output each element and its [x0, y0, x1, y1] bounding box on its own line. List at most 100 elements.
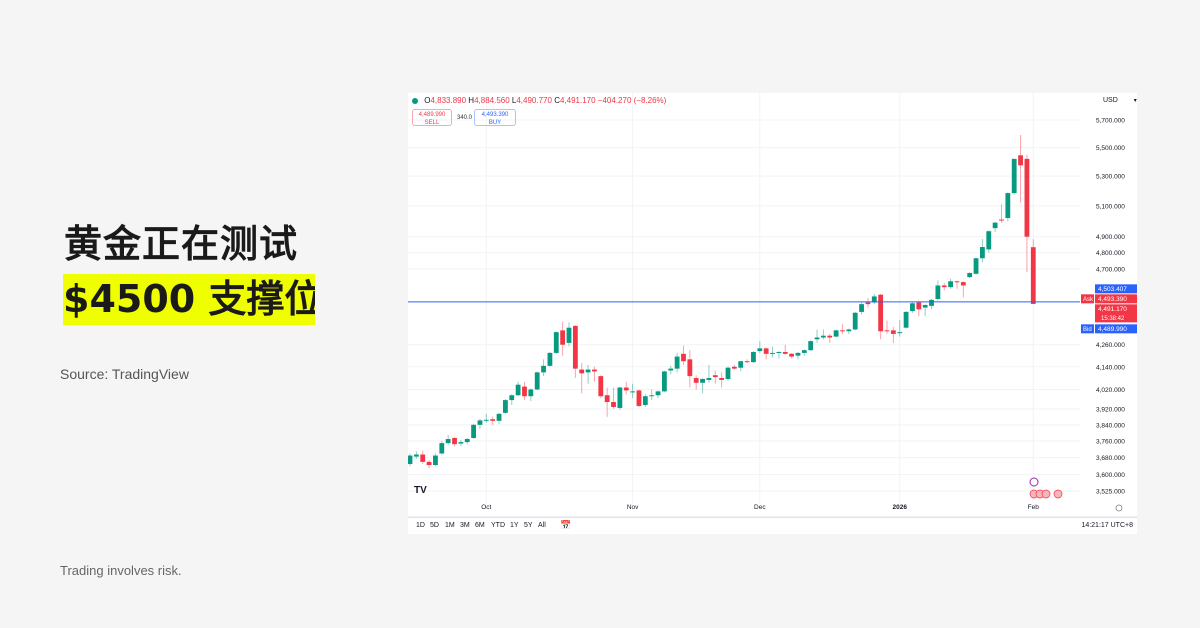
candle-2026-01-02	[897, 319, 903, 337]
candle-body	[808, 341, 814, 351]
currency-label: USD	[1103, 97, 1118, 104]
candle-2026-01-06	[910, 302, 915, 313]
open-label: O	[424, 96, 431, 105]
candle-body	[751, 351, 756, 363]
candle-body	[865, 302, 871, 305]
candle-2025-10-16	[553, 331, 559, 354]
candle-2025-10-20	[566, 322, 572, 347]
candle-2025-11-18	[700, 378, 705, 394]
currency-selector[interactable]: USD ▾	[1103, 97, 1137, 104]
candle-body	[884, 330, 890, 332]
candle-2025-09-23	[445, 434, 451, 446]
candle-body	[903, 311, 909, 328]
candle-body	[1011, 158, 1017, 194]
candle-body	[814, 337, 820, 340]
candle-2026-01-22	[986, 230, 992, 253]
candle-body	[827, 335, 833, 338]
candle-body	[477, 420, 483, 425]
candle-2026-01-12	[935, 280, 941, 301]
candle-2025-10-27	[598, 375, 604, 399]
candle-body	[846, 329, 852, 332]
timeframe-ytd[interactable]: YTD	[491, 522, 505, 529]
timeframe-1y[interactable]: 1Y	[510, 522, 519, 529]
candle-2025-10-02	[490, 416, 496, 425]
candle-2025-09-15	[408, 453, 413, 467]
y-tick-label: 5,500.000	[1096, 145, 1125, 152]
candle-2025-12-16	[827, 333, 833, 343]
y-tick-label: 5,700.000	[1096, 118, 1125, 125]
candle-2025-12-19	[846, 328, 852, 334]
timeframe-3m[interactable]: 3M	[460, 522, 470, 529]
candle-2025-11-04	[636, 389, 642, 407]
candle-2025-10-29	[611, 387, 616, 409]
candle-body	[878, 294, 884, 332]
candle-body	[433, 455, 438, 466]
bid-tag-bg	[1081, 324, 1094, 334]
candle-body	[935, 285, 941, 299]
candle-2026-01-21	[980, 239, 985, 263]
candle-body	[408, 455, 413, 464]
candle-body	[420, 454, 426, 462]
x-tick-label: Nov	[627, 504, 639, 511]
candle-body	[801, 350, 807, 353]
timeframe-1m[interactable]: 1M	[445, 522, 455, 529]
x-tick-label: 2026	[892, 504, 907, 511]
candle-body	[483, 419, 489, 421]
candle-body	[668, 368, 674, 371]
candle-body	[617, 387, 623, 408]
candle-body	[566, 327, 572, 343]
candle-2025-11-19	[706, 364, 712, 383]
y-tick-label: 3,760.000	[1096, 439, 1125, 446]
candle-body	[948, 281, 953, 288]
y-tick-label: 3,840.000	[1096, 422, 1125, 429]
candle-body	[687, 359, 693, 377]
timeframe-5y[interactable]: 5Y	[524, 522, 533, 529]
timeframe-all[interactable]: All	[538, 522, 546, 529]
candle-2025-11-20	[712, 370, 718, 384]
timeframe-6m[interactable]: 6M	[475, 522, 485, 529]
candle-2025-10-06	[503, 399, 508, 414]
candle-body	[630, 391, 635, 393]
candle-2025-10-21	[572, 325, 578, 379]
candle-2025-09-17	[420, 450, 426, 464]
candle-body	[547, 352, 553, 366]
candle-body	[719, 378, 725, 380]
candle-2025-11-13	[681, 345, 686, 365]
candle-body	[604, 395, 610, 403]
candle-2025-10-28	[604, 387, 610, 417]
candle-body	[763, 348, 769, 354]
bid-price-tag: 4,489.990	[1098, 326, 1127, 333]
candle-body	[642, 396, 648, 405]
candle-body	[941, 285, 947, 288]
candle-2025-09-24	[452, 436, 457, 447]
bid-tag: Bid	[1083, 327, 1092, 333]
candle-body	[922, 304, 928, 308]
candlestick-chart[interactable]: 5,700.000 5,500.000 5,300.000 5,100.000 4,90…	[408, 93, 1137, 517]
candle-2026-01-08	[922, 304, 928, 317]
calendar-range-icon[interactable]: 📅	[560, 520, 572, 530]
timeframe-1d[interactable]: 1D	[416, 522, 425, 529]
candle-2025-12-09	[795, 351, 801, 360]
candle-body	[776, 351, 782, 353]
sell-button[interactable]: 4,489.990 SELL	[412, 109, 452, 126]
candle-body	[833, 330, 839, 337]
candle-2025-11-03	[630, 383, 635, 399]
candle-body	[458, 442, 464, 444]
candle-body	[560, 330, 566, 345]
candle-body	[693, 378, 699, 383]
candle-2025-11-17	[693, 375, 699, 390]
candle-2025-12-26	[871, 293, 877, 305]
candle-2025-11-12	[674, 352, 680, 373]
candle-body	[999, 219, 1004, 221]
candle-2025-09-30	[477, 418, 483, 429]
tradingview-chart-widget[interactable]: 5,700.000 5,500.000 5,300.000 5,100.000 4,90…	[408, 93, 1137, 534]
candle-body	[731, 366, 737, 369]
y-tick-label: 3,920.000	[1096, 406, 1125, 413]
candle-2026-01-23	[992, 221, 998, 232]
candle-2025-10-31	[623, 381, 629, 395]
timeframe-5d[interactable]: 5D	[430, 522, 439, 529]
candle-2025-12-24	[865, 298, 871, 308]
candle-body	[859, 304, 864, 312]
candle-2026-01-28	[1011, 158, 1017, 195]
buy-button[interactable]: 4,493.390 BUY	[474, 109, 516, 126]
